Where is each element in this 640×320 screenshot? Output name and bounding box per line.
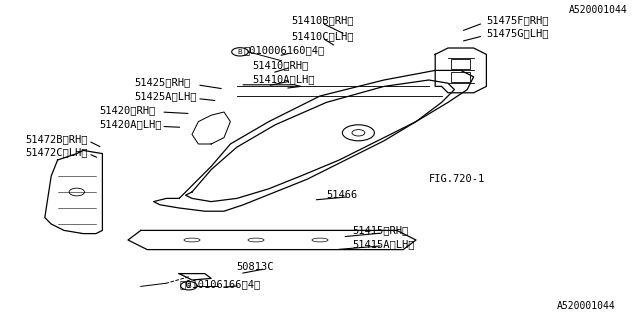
Text: 51472C〈LH〉: 51472C〈LH〉 bbox=[26, 147, 88, 157]
Text: 51415A〈LH〉: 51415A〈LH〉 bbox=[352, 239, 415, 249]
Text: 51425〈RH〉: 51425〈RH〉 bbox=[134, 77, 191, 88]
Text: Ⓑ010106166（4）: Ⓑ010106166（4） bbox=[179, 279, 260, 289]
Text: Ⓑ010006160（4）: Ⓑ010006160（4） bbox=[243, 45, 324, 56]
Text: 51410C〈LH〉: 51410C〈LH〉 bbox=[291, 31, 354, 41]
Text: 51420〈RH〉: 51420〈RH〉 bbox=[99, 105, 156, 116]
Text: 51420A〈LH〉: 51420A〈LH〉 bbox=[99, 119, 162, 129]
Text: A520001044: A520001044 bbox=[557, 300, 616, 311]
Text: 51410〈RH〉: 51410〈RH〉 bbox=[253, 60, 309, 71]
Text: A520001044: A520001044 bbox=[568, 4, 627, 15]
Text: 50813C: 50813C bbox=[237, 262, 275, 272]
Text: 51410A〈LH〉: 51410A〈LH〉 bbox=[253, 74, 316, 84]
Text: B: B bbox=[237, 49, 243, 55]
Text: 51410B〈RH〉: 51410B〈RH〉 bbox=[291, 15, 354, 25]
Text: 51472B〈RH〉: 51472B〈RH〉 bbox=[26, 134, 88, 144]
Text: 51415〈RH〉: 51415〈RH〉 bbox=[352, 225, 408, 236]
Bar bbox=[451, 72, 470, 82]
Text: FIG.720-1: FIG.720-1 bbox=[429, 174, 485, 184]
Text: 51425A〈LH〉: 51425A〈LH〉 bbox=[134, 91, 197, 101]
Text: B: B bbox=[186, 283, 191, 289]
Text: 51475F〈RH〉: 51475F〈RH〉 bbox=[486, 15, 549, 25]
Bar bbox=[451, 59, 470, 69]
Text: 51475G〈LH〉: 51475G〈LH〉 bbox=[486, 28, 549, 39]
Text: 51466: 51466 bbox=[326, 190, 358, 200]
